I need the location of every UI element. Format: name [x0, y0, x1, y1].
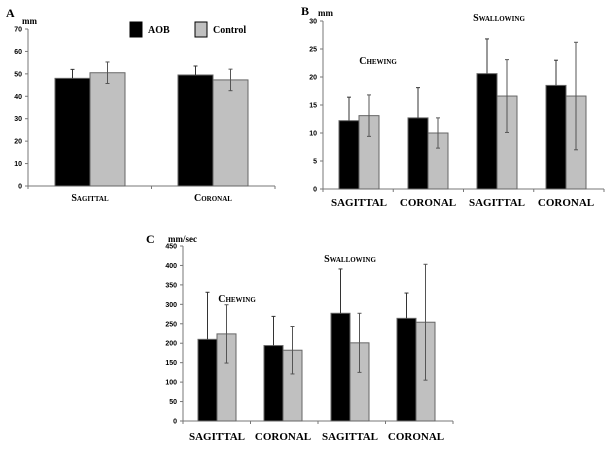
panel-a-y-tick-label: 70 — [14, 27, 22, 34]
panel-c-bar-aob — [263, 345, 284, 422]
panel-c-y-tick-label: 250 — [165, 321, 177, 328]
panel-a-y-tick-label: 40 — [14, 94, 22, 101]
panel-c-bar-aob — [396, 317, 417, 422]
panel-a-y-tick-label: 30 — [14, 116, 22, 123]
panel-b-y-tick-label: 0 — [313, 187, 317, 194]
panel-a-bar-aob — [54, 77, 91, 187]
panel-b-y-tick-label: 5 — [313, 159, 317, 166]
panel-a-bar-control — [89, 72, 126, 187]
panel-b-y-tick-label: 10 — [309, 131, 317, 138]
panel-b-bar-aob — [545, 84, 567, 190]
panel-b-y-tick-label: 15 — [309, 103, 317, 110]
panel-c-annotation-swallowing: Swallowing — [324, 254, 376, 265]
panel-a-letter: A — [6, 6, 15, 20]
panel-c-y-tick-label: 300 — [165, 302, 177, 309]
panel-b-y-tick-label: 30 — [309, 19, 317, 26]
legend-swatch-control — [194, 21, 208, 38]
panel-c-category-label: CORONAL — [255, 431, 311, 443]
panel-b-category-label: SAGITTAL — [331, 197, 387, 209]
panel-b-category-label: SAGITTAL — [469, 197, 525, 209]
legend-swatch-aob — [129, 21, 143, 38]
panel-c-bar-aob — [330, 312, 351, 422]
panel-a-category-label: Sagittal — [71, 193, 109, 204]
panel-a-y-tick-label: 10 — [14, 161, 22, 168]
panel-c-bar-aob — [197, 338, 218, 422]
panel-a-y-tick-label: 0 — [18, 184, 22, 191]
panel-b-category-label: CORONAL — [400, 197, 456, 209]
panel-b-annotation-chewing: Chewing — [359, 56, 397, 67]
panel-c-ylabel: mm/sec — [168, 234, 197, 244]
panel-c-letter: C — [146, 232, 155, 246]
panel-c-y-tick-label: 150 — [165, 360, 177, 367]
panel-b-bar-aob — [476, 73, 498, 190]
panel-a-y-tick-label: 50 — [14, 71, 22, 78]
panel-a-y-tick-label: 60 — [14, 49, 22, 56]
panel-c-y-tick-label: 100 — [165, 380, 177, 387]
panel-c-category-label: CORONAL — [388, 431, 444, 443]
panel-c-category-label: SAGITTAL — [322, 431, 378, 443]
panel-a-bar-control — [212, 79, 249, 187]
panel-c-y-tick-label: 0 — [173, 419, 177, 426]
panel-b-letter: B — [301, 4, 309, 18]
panel-b-category-label: CORONAL — [538, 197, 594, 209]
panel-c-y-tick-label: 400 — [165, 263, 177, 270]
panel-c-y-tick-label: 50 — [169, 399, 177, 406]
legend-label-control: Control — [213, 25, 246, 36]
panel-b-bar-aob — [407, 117, 429, 190]
panel-b-y-tick-label: 25 — [309, 47, 317, 54]
panel-b-bar-aob — [338, 120, 360, 190]
panel-a-bar-aob — [177, 74, 214, 187]
legend-label-aob: AOB — [148, 25, 170, 36]
panel-c-y-tick-label: 450 — [165, 244, 177, 251]
panel-b-y-tick-label: 20 — [309, 75, 317, 82]
panel-b-ylabel: mm — [318, 8, 333, 18]
panel-b-annotation-swallowing: Swallowing — [473, 13, 525, 24]
panel-a-y-tick-label: 20 — [14, 139, 22, 146]
panel-c-annotation-chewing: Chewing — [218, 294, 256, 305]
panel-a-ylabel: mm — [22, 16, 37, 26]
panel-c-y-tick-label: 350 — [165, 282, 177, 289]
panel-c-y-tick-label: 200 — [165, 341, 177, 348]
panel-a-category-label: Coronal — [194, 193, 232, 204]
panel-c-category-label: SAGITTAL — [189, 431, 245, 443]
